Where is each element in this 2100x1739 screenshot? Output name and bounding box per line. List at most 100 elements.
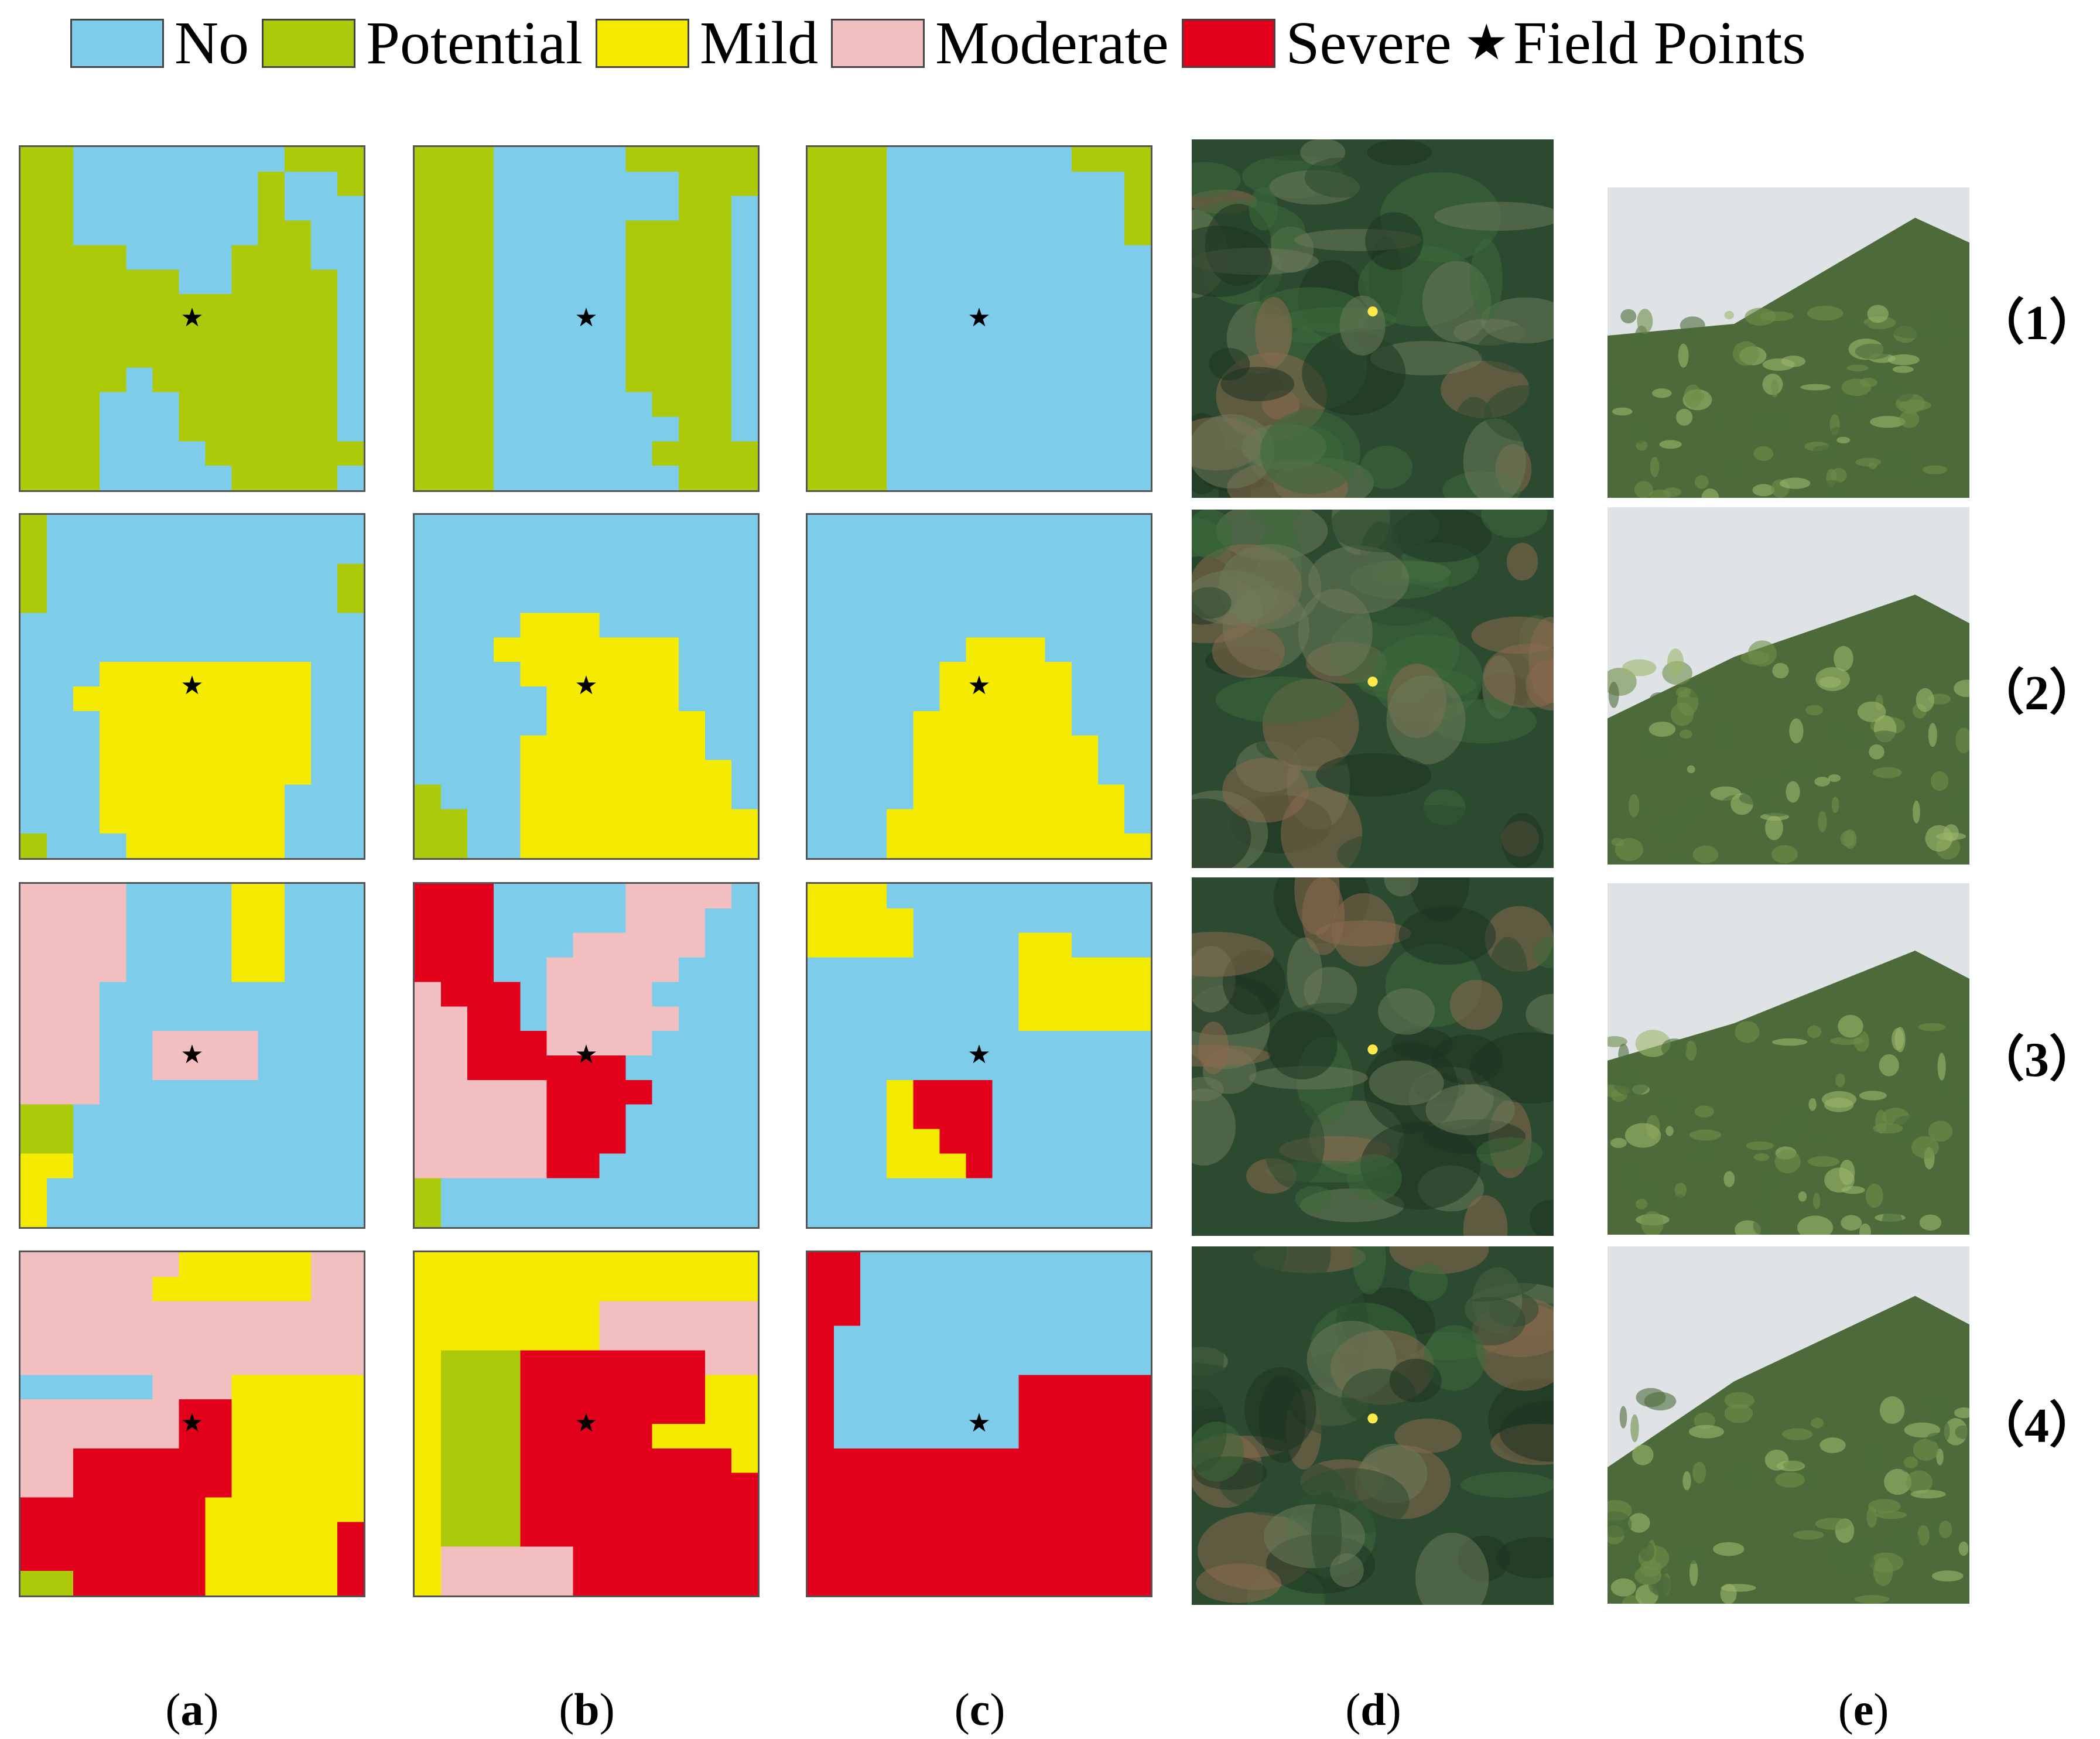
map-cell [73,1104,101,1130]
map-cell [992,1031,1020,1056]
map-cell [1124,1252,1151,1277]
map-cell [652,245,679,271]
map-cell [913,515,940,540]
map-cell [179,1522,206,1547]
map-cell [678,294,706,319]
map-cell [20,1129,47,1154]
map-cell [179,539,206,565]
map-cell [20,441,47,466]
map-cell [47,1546,74,1571]
map-cell [966,1424,993,1449]
column-label-b: (b) [559,1684,615,1735]
map-cell [731,710,758,736]
map-cell [625,441,653,466]
map-cell [913,1375,940,1400]
map-cell [47,1448,74,1474]
map-cell [441,392,468,418]
map-cell [887,220,914,246]
map-cell [152,613,180,638]
map-cell [678,1129,706,1154]
map-cell [913,1546,940,1571]
map-cell [966,1325,993,1351]
map-cell [284,563,312,589]
map-cell [415,367,442,393]
map-cell [1045,367,1072,393]
map-cell [652,392,679,418]
map-cell [310,1129,338,1154]
map-cell [652,343,679,368]
map-cell [992,539,1020,565]
map-cell [152,220,180,246]
map-cell [205,908,232,934]
map-cell [258,884,285,909]
map-cell [704,1129,732,1154]
map-cell [467,1153,495,1179]
field-photo-1 [1608,187,1969,498]
map-cell [678,982,706,1007]
map-cell [100,982,127,1007]
map-cell [441,1424,468,1449]
map-cell [678,1472,706,1498]
map-cell [73,1571,101,1595]
map-cell [546,1424,574,1449]
map-cell [467,466,495,490]
map-cell [1018,1252,1046,1277]
map-cell [310,392,338,418]
map-cell [441,1472,468,1498]
map-cell [808,1178,834,1203]
map-cell [913,662,940,687]
map-cell [152,982,180,1007]
map-cell [939,515,967,540]
map-cell [834,196,861,221]
map-cell [284,319,312,344]
map-cell [704,662,732,687]
map-cell [992,1178,1020,1203]
map-cell [47,563,74,589]
map-cell [834,515,861,540]
map-cell [284,1325,312,1351]
map-cell [415,563,442,589]
map-cell [1071,1202,1099,1227]
map-cell [520,1202,548,1227]
map-cell [1124,539,1151,565]
map-cell [992,1399,1020,1424]
map-cell [441,1546,468,1571]
map-cell [966,637,993,662]
map-cell [1124,1006,1151,1031]
map-cell [704,686,732,712]
map-cell [1097,1571,1125,1595]
map-cell [913,1472,940,1498]
map-cell [808,1399,834,1424]
map-cell [494,1325,521,1351]
map-cell [860,171,888,197]
map-cell [678,1546,706,1571]
map-cell [415,1399,442,1424]
map-cell [860,686,888,712]
map-cell [1097,343,1125,368]
map-cell [1018,1202,1046,1227]
map-cell [126,637,153,662]
map-cell [494,982,521,1007]
map-cell [599,1006,627,1031]
map-cell [520,1546,548,1571]
map-cell [20,710,47,736]
map-cell [415,710,442,736]
map-cell [47,735,74,761]
map-cell [887,196,914,221]
map-cell [860,1276,888,1302]
map-cell [573,539,600,565]
map-cell [678,908,706,934]
map-cell [20,1546,47,1571]
map-cell [231,1522,259,1547]
map-cell [573,833,600,858]
map-cell [625,1006,653,1031]
map-cell [887,1399,914,1424]
map-cell [599,1472,627,1498]
map-cell [310,147,338,172]
map-cell [678,957,706,983]
map-cell [20,1202,47,1227]
map-cell [467,884,495,909]
map-cell [860,932,888,958]
map-cell [887,1079,914,1105]
map-cell [913,637,940,662]
